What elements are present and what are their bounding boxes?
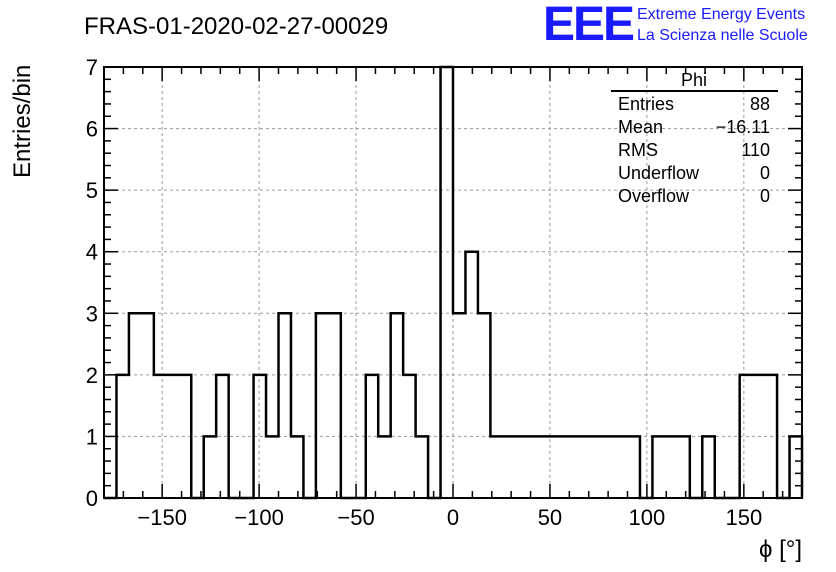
x-tick-label: −100	[234, 505, 284, 530]
histogram-bin	[628, 436, 640, 498]
y-tick-label: 4	[86, 240, 98, 265]
histogram-bin	[540, 436, 552, 498]
eee-logo-mark: EEE	[543, 0, 634, 51]
histogram-bin	[565, 436, 577, 498]
stats-label: Mean	[618, 117, 663, 137]
histogram-bin	[515, 436, 527, 498]
histogram-bin	[266, 436, 278, 498]
histogram-bin	[665, 436, 677, 498]
histogram-bin	[478, 313, 490, 498]
histogram-bin	[141, 313, 153, 498]
x-tick-label: −50	[337, 505, 374, 530]
stats-label: RMS	[618, 140, 658, 160]
eee-logo-line1: Extreme Energy Events	[637, 6, 805, 23]
histogram-bin	[316, 313, 328, 498]
histogram-bin	[652, 436, 664, 498]
y-tick-label: 7	[86, 55, 98, 80]
histogram-bin	[490, 436, 502, 498]
histogram-bin	[453, 313, 465, 498]
histogram-bin	[416, 436, 428, 498]
y-tick-label: 6	[86, 117, 98, 142]
y-tick-label: 0	[86, 486, 98, 511]
y-tick-label: 5	[86, 178, 98, 203]
histogram-bin	[702, 436, 714, 498]
x-axis-label: ϕ [°]	[759, 536, 802, 563]
histogram-bin	[790, 436, 802, 498]
histogram-bin	[528, 436, 540, 498]
histogram-bin	[279, 313, 291, 498]
stats-value: 0	[760, 186, 770, 206]
stats-rows: Entries 88 Mean −16.11 RMS 110 Underflow 0 Overf…	[618, 94, 770, 206]
y-tick-label: 3	[86, 301, 98, 326]
histogram-bin	[677, 436, 689, 498]
stats-label: Entries	[618, 94, 674, 114]
x-tick-label: 100	[629, 505, 666, 530]
histogram-bin	[129, 313, 141, 498]
eee-logo-line2: La Scienza nelle Scuole	[637, 27, 808, 44]
stats-value: 110	[741, 140, 770, 160]
stats-value: 88	[750, 94, 770, 114]
tick-labels: −150 −100 −50 0 50 100 150 0 1 2 3 4 5 6 7	[86, 55, 762, 530]
histogram-bin	[603, 436, 615, 498]
stats-title: Phi	[681, 70, 707, 90]
histogram-bin	[291, 436, 303, 498]
histogram-bin	[391, 313, 403, 498]
histogram-bin	[590, 436, 602, 498]
stats-value: 0	[760, 163, 770, 183]
chart-title: FRAS-01-2020-02-27-00029	[84, 13, 388, 40]
stats-value: −16.11	[716, 117, 770, 137]
histogram-bin	[204, 436, 216, 498]
x-tick-label: 50	[538, 505, 562, 530]
stats-label: Overflow	[618, 186, 690, 206]
histogram-bin	[503, 436, 515, 498]
stats-box: Phi Entries 88 Mean −16.11 RMS 110 Underflow 0 O…	[611, 70, 778, 206]
histogram-bin	[441, 67, 453, 498]
x-tick-label: 0	[447, 505, 459, 530]
y-tick-label: 2	[86, 363, 98, 388]
y-axis-label: Entries/bin	[9, 65, 36, 178]
axis-ticks	[104, 67, 802, 499]
x-tick-label: 150	[725, 505, 762, 530]
eee-logo: EEE Extreme Energy Events La Scienza nel…	[543, 0, 808, 51]
x-tick-label: −150	[137, 505, 187, 530]
histogram-bin	[615, 436, 627, 498]
histogram-bin	[553, 436, 565, 498]
histogram-bin	[378, 436, 390, 498]
y-tick-label: 1	[86, 424, 98, 449]
histogram-bin	[328, 313, 340, 498]
histogram-bin	[578, 436, 590, 498]
stats-label: Underflow	[618, 163, 700, 183]
